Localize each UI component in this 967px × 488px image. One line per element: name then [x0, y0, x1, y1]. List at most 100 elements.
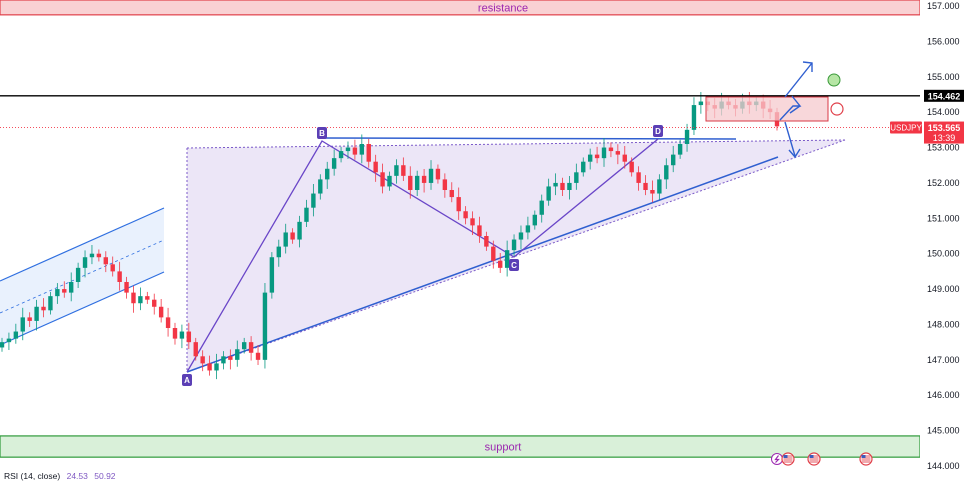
candle-body — [193, 342, 198, 357]
candle-body — [200, 356, 205, 364]
candle-body — [186, 331, 192, 343]
candle-body — [525, 225, 531, 233]
candle-body — [691, 105, 697, 130]
candle-body — [172, 328, 178, 339]
rsi-legend[interactable]: RSI (14, close) 24.53 50.92 — [4, 471, 120, 481]
candle-body — [587, 154, 593, 162]
candle-body — [221, 356, 226, 364]
candle-body — [394, 165, 399, 176]
candle-body — [442, 179, 448, 190]
projection-arrows — [779, 61, 813, 159]
candle-body — [345, 147, 351, 152]
candle-body — [414, 175, 420, 190]
candle-body — [408, 175, 413, 190]
candle-body — [179, 331, 185, 339]
candle-body — [532, 214, 538, 226]
y-tick-label: 157.000 — [927, 1, 960, 11]
candle-body — [13, 331, 19, 339]
candle-body — [27, 317, 32, 321]
candle-body — [41, 306, 46, 311]
y-tick-label: 149.000 — [927, 284, 960, 294]
candle-body — [62, 289, 67, 293]
candle-body — [269, 257, 275, 293]
candle-body — [68, 282, 74, 293]
zones-layer: resistance support — [0, 0, 921, 458]
candle-body — [283, 232, 288, 247]
candle-body — [684, 129, 690, 144]
candle-body — [290, 232, 295, 240]
candle-body — [262, 292, 268, 360]
candle-body — [75, 267, 81, 282]
candle-body — [82, 257, 88, 268]
candle-body — [664, 165, 669, 180]
candle-body — [338, 151, 344, 159]
rsi-name: RSI (14, close) — [4, 471, 61, 481]
event-icons[interactable] — [771, 452, 873, 466]
point-d-label: D — [655, 127, 661, 136]
lightning-icon[interactable] — [771, 453, 783, 465]
candle-body — [96, 253, 102, 258]
price-line-layer — [0, 95, 920, 128]
y-tick-label: 152.000 — [927, 178, 960, 188]
last-price-label: 153.565 — [928, 123, 961, 133]
candle-body — [255, 352, 261, 360]
candle-body — [373, 161, 378, 173]
candle-body — [581, 161, 586, 173]
candle-body — [435, 168, 441, 180]
line-price-label: 154.462 — [928, 91, 961, 101]
candle-body — [643, 182, 648, 190]
candle-body — [601, 147, 607, 159]
y-tick-label: 153.000 — [927, 143, 960, 153]
candle-body — [615, 151, 621, 155]
candle-body — [6, 338, 12, 343]
y-tick-label: 156.000 — [927, 36, 960, 46]
symbol-label: USDJPY — [890, 124, 922, 133]
candle-body — [138, 296, 143, 304]
candle-body — [131, 292, 136, 304]
us-flag-icon[interactable] — [859, 452, 873, 466]
candle-body — [20, 317, 25, 332]
candle-body — [498, 260, 503, 268]
candle-body — [491, 246, 496, 261]
candle-body — [567, 182, 572, 190]
candle-body — [518, 232, 524, 240]
candle-body — [539, 200, 544, 215]
range-box — [705, 96, 829, 122]
resistance-zone — [0, 0, 921, 16]
y-tick-label: 148.000 — [927, 319, 960, 329]
candle-body — [207, 363, 212, 371]
green-circle-icon — [827, 73, 841, 87]
candle-body — [248, 342, 254, 353]
red-circle-icon — [830, 102, 844, 116]
candle-body — [103, 257, 108, 265]
candle-body — [546, 186, 551, 201]
candle-body — [511, 239, 517, 251]
candle-body — [477, 225, 482, 236]
candle-body — [304, 207, 309, 222]
candle-body — [331, 158, 337, 169]
y-tick-label: 151.000 — [927, 213, 960, 223]
candle-body — [574, 172, 579, 183]
point-c-label: C — [511, 261, 517, 270]
candle-body — [380, 172, 385, 187]
candles-layer — [0, 91, 780, 380]
candle-body — [235, 349, 240, 360]
candle-body — [504, 250, 510, 268]
y-tick-label: 155.000 — [927, 72, 960, 82]
candle-body — [325, 168, 330, 180]
resistance-label: resistance — [478, 2, 528, 14]
abcd-pattern — [186, 138, 659, 373]
rsi-value-2: 50.92 — [94, 471, 116, 481]
us-flag-icon[interactable] — [807, 452, 821, 466]
y-tick-label: 150.000 — [927, 249, 960, 259]
candle-body — [55, 289, 60, 297]
candle-body — [428, 168, 434, 183]
candle-body — [449, 190, 454, 198]
point-b-label: B — [319, 129, 325, 138]
candle-body — [671, 154, 676, 166]
price-axis[interactable]: 157.000 156.000 155.000 154.000 153.000 152.0… — [890, 0, 967, 488]
point-labels: A B C D — [182, 125, 663, 386]
us-flag-icon[interactable] — [781, 452, 795, 466]
candle-body — [470, 218, 475, 226]
